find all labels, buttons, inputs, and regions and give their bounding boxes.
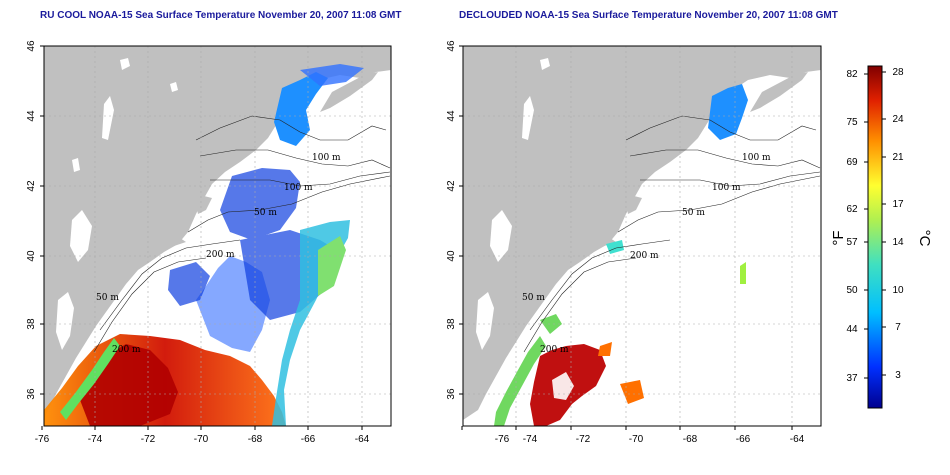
celsius-unit-label: °C — [916, 230, 933, 247]
colorbar-gradient — [867, 65, 883, 409]
fahrenheit-unit-label: °F — [830, 230, 847, 245]
left-x-tick: -74 — [88, 434, 103, 445]
left-y-tick: 44 — [26, 110, 37, 122]
right-map: 100 m 100 m 50 m 200 m 200 m 50 m -76 -7… — [446, 40, 822, 445]
right-contour-label: 200 m — [630, 251, 659, 261]
right-x-tick: -66 — [736, 434, 751, 445]
left-contour-label: 200 m — [112, 345, 141, 355]
right-map-title: DECLOUDED NOAA-15 Sea Surface Temperatur… — [459, 10, 838, 21]
left-contour-label: 200 m — [206, 250, 235, 260]
right-x-tick: -74 — [523, 434, 538, 445]
right-contour-label: 100 m — [712, 183, 741, 193]
right-x-tick: -64 — [790, 434, 805, 445]
celsius-tick: 28 — [892, 67, 904, 78]
colorbar: 82 75 69 62 57 50 44 37 28 24 21 17 14 1… — [830, 65, 933, 409]
fahrenheit-tick: 75 — [846, 117, 858, 128]
celsius-tick: 3 — [895, 370, 901, 381]
left-x-tick: -70 — [194, 434, 209, 445]
right-y-tick: 38 — [446, 318, 457, 330]
left-map-title: RU COOL NOAA-15 Sea Surface Temperature … — [40, 10, 402, 21]
celsius-tick: 14 — [892, 237, 904, 248]
fahrenheit-tick: 62 — [846, 204, 858, 215]
left-y-tick: 36 — [26, 388, 37, 400]
fahrenheit-tick: 37 — [846, 373, 858, 384]
left-y-tick: 40 — [26, 250, 37, 262]
left-land — [44, 46, 391, 420]
celsius-tick: 10 — [892, 285, 904, 296]
right-contour-label: 50 m — [682, 208, 705, 218]
celsius-tick: 7 — [895, 322, 901, 333]
left-contour-label: 50 m — [254, 208, 277, 218]
left-x-tick: -76 — [35, 434, 50, 445]
right-x-tick: -70 — [629, 434, 644, 445]
right-contour-label: 200 m — [540, 345, 569, 355]
left-contour-label: 100 m — [284, 183, 313, 193]
right-land — [463, 46, 821, 420]
left-y-tick: 38 — [26, 318, 37, 330]
left-contour-label: 50 m — [96, 293, 119, 303]
right-contour-label: 50 m — [522, 293, 545, 303]
celsius-tick: 21 — [892, 152, 904, 163]
left-y-tick: 42 — [26, 180, 37, 192]
celsius-tick: 24 — [892, 114, 904, 125]
right-y-tick: 40 — [446, 250, 457, 262]
right-y-tick: 42 — [446, 180, 457, 192]
right-x-tick: -68 — [683, 434, 698, 445]
right-y-tick: 44 — [446, 110, 457, 122]
left-x-tick: -66 — [301, 434, 316, 445]
fahrenheit-tick: 82 — [846, 69, 858, 80]
left-x-tick: -68 — [248, 434, 263, 445]
fahrenheit-tick: 57 — [846, 237, 858, 248]
left-y-tick: 46 — [26, 40, 37, 52]
fahrenheit-tick: 50 — [846, 285, 858, 296]
left-x-tick: -72 — [141, 434, 156, 445]
right-y-tick: 36 — [446, 388, 457, 400]
right-x-tick: -76 — [495, 434, 510, 445]
left-map: 100 m 100 m 50 m 200 m 200 m 50 m -76 -7… — [26, 40, 392, 445]
right-y-tick: 46 — [446, 40, 457, 52]
fahrenheit-tick: 44 — [846, 324, 858, 335]
right-contour-label: 100 m — [742, 153, 771, 163]
left-contour-label: 100 m — [312, 153, 341, 163]
right-x-tick: -72 — [576, 434, 591, 445]
fahrenheit-tick: 69 — [846, 157, 858, 168]
celsius-tick: 17 — [892, 199, 904, 210]
left-x-tick: -64 — [355, 434, 370, 445]
